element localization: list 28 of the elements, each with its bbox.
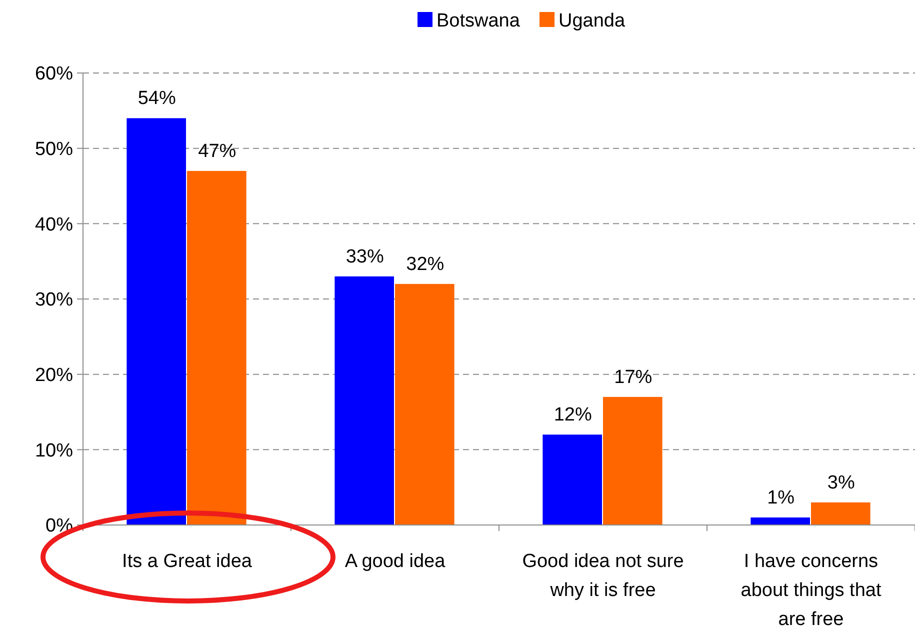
data-label: 47%: [198, 140, 236, 162]
y-tick-label: 50%: [34, 138, 74, 160]
bar: [334, 276, 394, 525]
data-label: 3%: [827, 472, 855, 494]
y-tick-label: 10%: [34, 440, 74, 462]
bar: [750, 517, 810, 525]
data-label: 33%: [346, 246, 384, 268]
bar: [542, 434, 602, 525]
x-tick-label: Good idea not sure why it is free: [522, 551, 684, 601]
x-tick-label: A good idea: [344, 551, 446, 572]
legend-label: Botswana: [436, 10, 520, 32]
y-tick-label: 60%: [34, 64, 74, 85]
x-tick-label: I have concerns about things that are free: [740, 551, 882, 630]
data-label: 12%: [554, 404, 592, 426]
legend-label: Uganda: [558, 10, 626, 32]
bar: [126, 118, 186, 525]
y-tick-label: 40%: [34, 214, 74, 236]
x-tick-label: Its a Great idea: [122, 551, 252, 572]
data-label: 17%: [614, 366, 652, 388]
bar: [395, 284, 454, 525]
data-label: 54%: [138, 88, 176, 110]
bar: [603, 396, 662, 525]
bar: [187, 170, 246, 525]
y-tick-label: 30%: [34, 290, 74, 311]
data-label: 32%: [406, 254, 444, 275]
y-tick-label: 20%: [34, 364, 74, 386]
bar: [811, 502, 870, 525]
data-label: 1%: [767, 487, 795, 508]
